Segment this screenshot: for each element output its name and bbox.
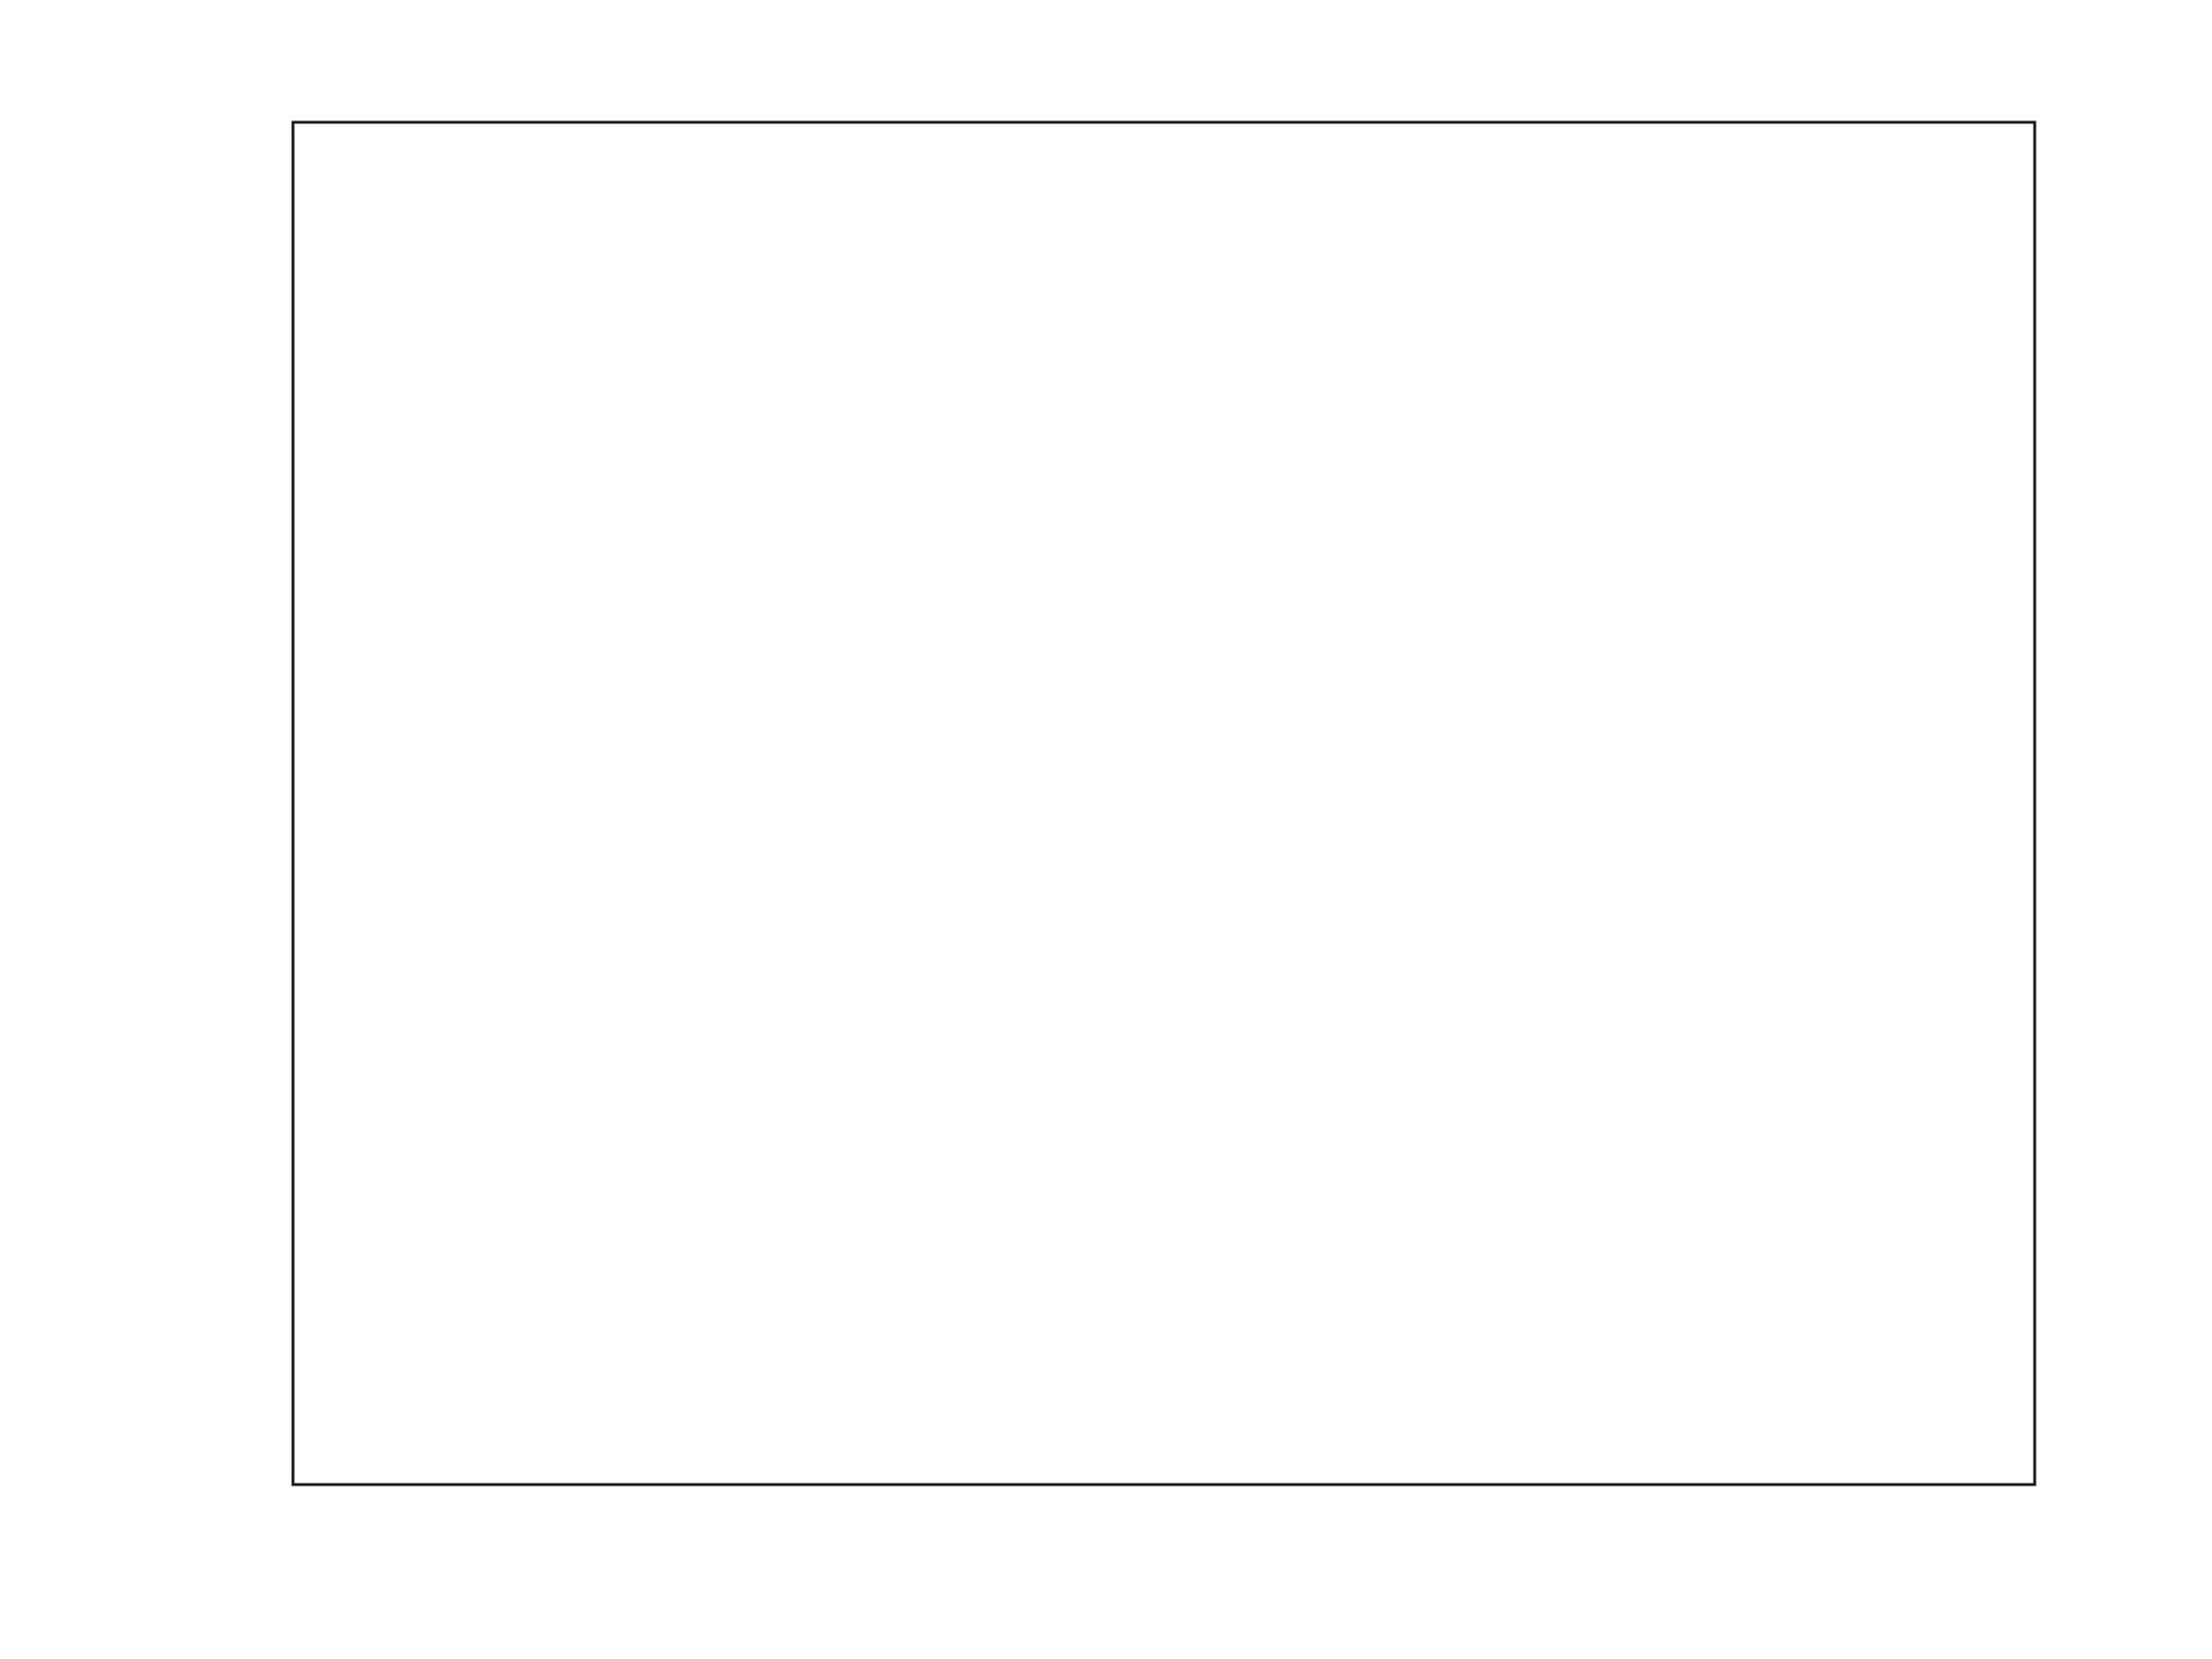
axes-frame bbox=[291, 120, 2037, 1486]
